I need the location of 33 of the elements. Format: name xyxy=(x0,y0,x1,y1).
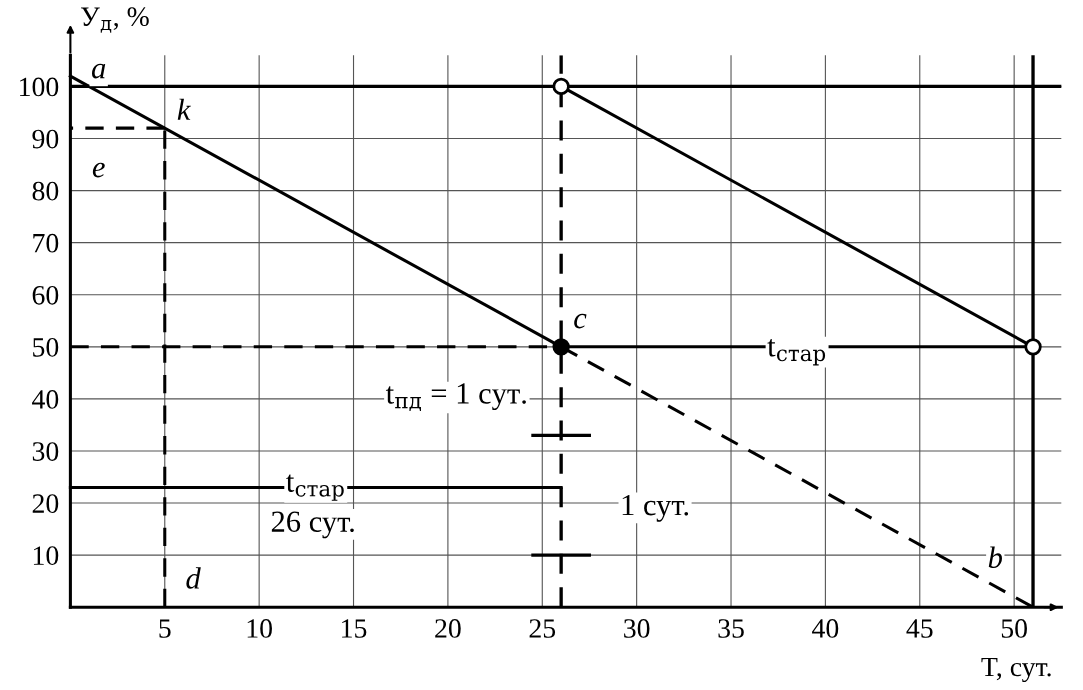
y-tick-label: 40 xyxy=(32,390,59,409)
y-tick-label: 80 xyxy=(32,181,59,201)
annotation: c xyxy=(574,313,587,329)
annotation: 1 сут. xyxy=(622,494,689,522)
y-tick-label: 30 xyxy=(32,442,59,461)
y-tick-label: 60 xyxy=(32,285,59,305)
x-tick-label: 30 xyxy=(624,619,650,638)
annotation: d xyxy=(186,567,201,589)
y-tick-label: 10 xyxy=(33,546,59,566)
x-tick-label: 25 xyxy=(529,619,556,638)
x-tick-label: 15 xyxy=(342,619,367,638)
y-tick-label: 90 xyxy=(32,129,59,149)
x-tick-label: 5 xyxy=(159,619,171,638)
annotation: t$_{стар}$ xyxy=(286,474,344,501)
y-tick-label: 20 xyxy=(32,494,59,513)
x-tick-label: 10 xyxy=(247,619,272,638)
annotation: t$_{стар}$ xyxy=(767,339,826,366)
x-tick-label: 40 xyxy=(812,619,839,638)
y-tick-label: 70 xyxy=(33,233,59,253)
annotation: 26 сут. xyxy=(271,511,354,539)
x-tick-label: 20 xyxy=(435,619,461,638)
annotation: a xyxy=(91,63,106,79)
y-tick-label: 100 xyxy=(20,77,59,97)
annotation: e xyxy=(92,162,105,178)
x-axis-title: T, сут. xyxy=(981,657,1051,683)
annotation: t$_{пд}$ = 1 сут. xyxy=(385,383,526,412)
x-tick-label: 45 xyxy=(906,619,933,638)
annotation: b xyxy=(988,546,1002,568)
y-axis-title: У$_{д}$, % xyxy=(81,7,149,33)
x-tick-label: 50 xyxy=(1001,619,1027,638)
x-tick-label: 35 xyxy=(718,619,744,638)
annotation: k xyxy=(177,98,191,120)
y-tick-label: 50 xyxy=(33,337,59,357)
